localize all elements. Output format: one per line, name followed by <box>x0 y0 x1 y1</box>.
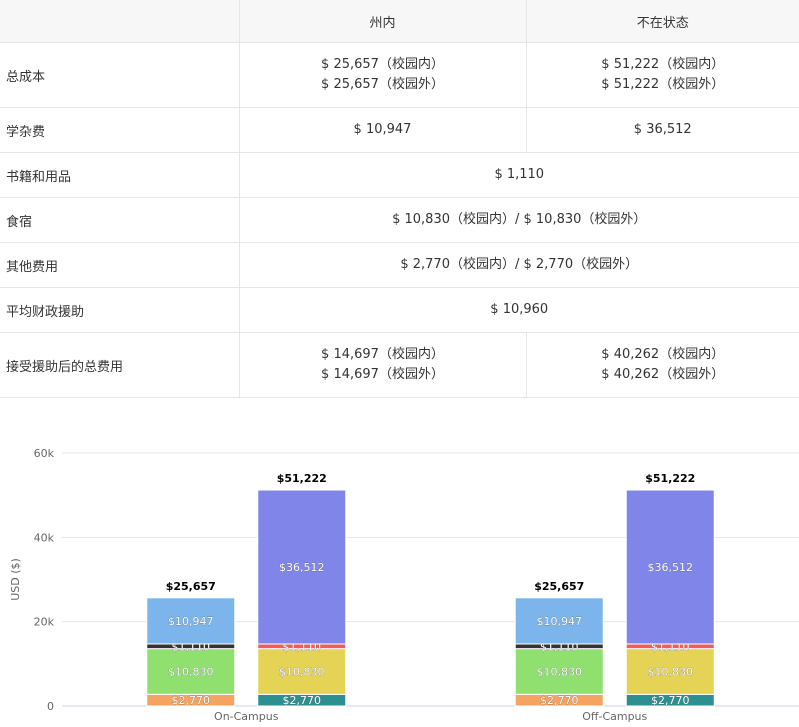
row-label-tuition: 学杂费 <box>0 107 239 153</box>
x-category-label: On-Campus <box>214 710 279 723</box>
segment-data-label: $10,830 <box>648 665 694 678</box>
out-state-tuition: $ 36,512 <box>525 107 799 153</box>
row-label-total-cost: 总成本 <box>0 42 239 108</box>
bar-total-label: $51,222 <box>277 472 327 485</box>
table-row: 接受援助后的总费用 $ 14,697（校园内） $ 14,697（校园外） $ … <box>0 332 799 398</box>
out-state-total-off-campus: $ 51,222（校园外） <box>601 77 725 92</box>
in-state-total-off-campus: $ 25,657（校园外） <box>321 77 444 92</box>
table-row: 学杂费 $ 10,947 $ 36,512 <box>0 107 799 153</box>
aid-value: $ 10,960 <box>238 287 799 333</box>
table-row: 食宿 $ 10,830（校园内）/ $ 10,830（校园外） <box>0 197 799 243</box>
in-state-net-on-campus: $ 14,697（校园内） <box>321 347 444 362</box>
bar-segment <box>257 648 347 695</box>
bar-segment <box>514 648 604 695</box>
bar-total-label: $51,222 <box>645 472 695 485</box>
bar-segment <box>146 597 236 645</box>
row-label-net-cost: 接受援助后的总费用 <box>0 332 239 398</box>
books-value: $ 1,110 <box>238 152 799 198</box>
in-state-total-cost: $ 25,657（校园内） $ 25,657（校园外） <box>238 42 526 108</box>
room-board-value: $ 10,830（校园内）/ $ 10,830（校园外） <box>238 197 799 243</box>
in-state-total-on-campus: $ 25,657（校园内） <box>321 57 444 72</box>
in-state-net-off-campus: $ 14,697（校园外） <box>321 367 444 382</box>
row-label-room-board: 食宿 <box>0 197 239 243</box>
bar-segment <box>257 489 347 645</box>
bar-segment <box>514 597 604 645</box>
segment-data-label: $10,830 <box>168 665 214 678</box>
bar-total-label: $25,657 <box>534 580 584 593</box>
segment-data-label: $10,947 <box>537 615 583 628</box>
segment-data-label: $10,947 <box>168 615 214 628</box>
y-tick-label: 40k <box>34 531 55 544</box>
table-row: 书籍和用品 $ 1,110 <box>0 152 799 198</box>
bar-segment <box>146 648 236 695</box>
bar-segment <box>625 648 715 695</box>
segment-data-label: $2,770 <box>540 694 579 707</box>
cost-table: 州内 不在状态 总成本 $ 25,657（校园内） $ 25,657（校园外） … <box>0 0 799 398</box>
segment-data-label: $36,512 <box>279 561 325 574</box>
row-label-aid: 平均财政援助 <box>0 287 239 333</box>
bar-total-label: $25,657 <box>166 580 216 593</box>
in-state-tuition: $ 10,947 <box>238 107 526 153</box>
out-state-net-on-campus: $ 40,262（校园内） <box>601 347 725 362</box>
y-tick-label: 20k <box>34 616 55 629</box>
header-out-state: 不在状态 <box>525 0 799 43</box>
row-label-books: 书籍和用品 <box>0 152 239 198</box>
table-header-row: 州内 不在状态 <box>0 0 799 43</box>
segment-data-label: $2,770 <box>172 694 211 707</box>
x-category-label: Off-Campus <box>582 710 647 723</box>
header-in-state: 州内 <box>238 0 526 43</box>
out-state-total-on-campus: $ 51,222（校园内） <box>601 57 725 72</box>
y-axis-title: USD ($) <box>9 558 22 601</box>
out-state-net-cost: $ 40,262（校园内） $ 40,262（校园外） <box>525 332 799 398</box>
segment-data-label: $2,770 <box>651 694 690 707</box>
out-state-total-cost: $ 51,222（校园内） $ 51,222（校园外） <box>525 42 799 108</box>
bar-segment <box>625 489 715 645</box>
segment-data-label: $10,830 <box>279 665 325 678</box>
y-tick-label: 0 <box>47 700 54 713</box>
table-row: 平均财政援助 $ 10,960 <box>0 287 799 333</box>
table-row: 其他费用 $ 2,770（校园内）/ $ 2,770（校园外） <box>0 242 799 288</box>
segment-data-label: $2,770 <box>283 694 322 707</box>
other-value: $ 2,770（校园内）/ $ 2,770（校园外） <box>238 242 799 288</box>
in-state-net-cost: $ 14,697（校园内） $ 14,697（校园外） <box>238 332 526 398</box>
table-row: 总成本 $ 25,657（校园内） $ 25,657（校园外） $ 51,222… <box>0 42 799 108</box>
segment-data-label: $10,830 <box>537 665 583 678</box>
header-cell-blank <box>0 0 239 43</box>
segment-data-label: $36,512 <box>648 561 694 574</box>
row-label-other: 其他费用 <box>0 242 239 288</box>
y-tick-label: 60k <box>34 447 55 460</box>
out-state-net-off-campus: $ 40,262（校园外） <box>601 367 725 382</box>
